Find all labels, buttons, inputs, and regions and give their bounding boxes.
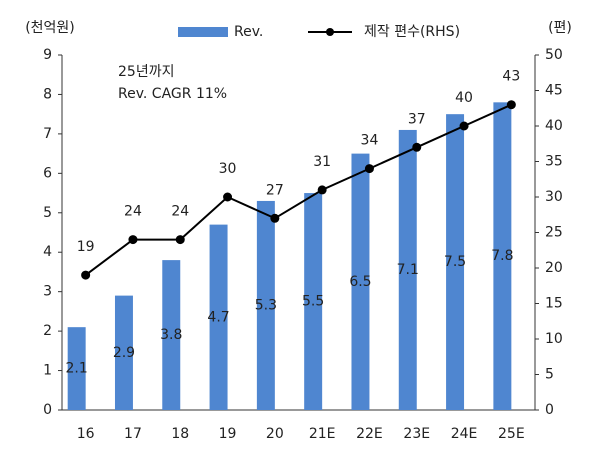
annotation: 25년까지 [118, 64, 174, 80]
y2-tick-label: 10 [545, 331, 563, 347]
x-tick-label: 22E [356, 426, 383, 442]
y-tick-label: 0 [43, 402, 52, 418]
line-marker [270, 213, 280, 223]
data-label: 6.5 [349, 274, 371, 290]
data-label: 40 [455, 90, 473, 106]
data-label: 2.9 [113, 345, 135, 361]
x-tick-label: 16 [77, 426, 95, 442]
line-marker [506, 100, 516, 110]
bar [304, 193, 323, 410]
annotation: Rev. CAGR 11% [118, 86, 227, 102]
data-label: 2.1 [66, 361, 88, 377]
y2-axis-label: (편) [548, 20, 572, 36]
y2-tick-label: 45 [545, 83, 563, 99]
bar [398, 129, 417, 410]
line-marker [412, 142, 422, 152]
data-label: 5.5 [302, 294, 324, 310]
y2-tick-label: 40 [545, 118, 563, 134]
line-marker [317, 185, 327, 195]
data-label: 19 [77, 239, 95, 255]
bar [114, 295, 133, 410]
y-axis-label: (천억원) [25, 20, 75, 36]
y2-tick-label: 30 [545, 189, 563, 205]
y2-tick-label: 0 [545, 402, 554, 418]
y2-tick-label: 25 [545, 225, 563, 241]
x-tick-label: 25E [498, 426, 525, 442]
line [85, 103, 512, 276]
y-tick-label: 5 [43, 205, 52, 221]
y-tick-label: 8 [43, 86, 52, 102]
bar [67, 327, 86, 410]
y-tick-label: 6 [43, 165, 52, 181]
line-marker [223, 192, 233, 202]
legend-label: Rev. [234, 24, 263, 40]
y-tick-label: 2 [43, 323, 52, 339]
bar [256, 200, 275, 410]
bar [351, 153, 370, 410]
data-label: 34 [361, 133, 379, 149]
legend-label: 제작 편수(RHS) [364, 24, 460, 40]
y2-tick-label: 5 [545, 367, 554, 383]
data-label: 31 [313, 154, 331, 170]
x-tick-label: 20 [266, 426, 284, 442]
data-label: 24 [171, 204, 189, 220]
x-tick-label: 17 [124, 426, 142, 442]
bar [162, 260, 181, 410]
line-marker [81, 270, 91, 280]
y2-tick-label: 50 [545, 47, 563, 63]
bar [209, 224, 228, 410]
bar [446, 114, 465, 411]
y-tick-label: 3 [43, 284, 52, 300]
data-label: 5.3 [255, 297, 277, 313]
data-label: 4.7 [207, 309, 229, 325]
x-tick-label: 24E [451, 426, 478, 442]
y-tick-label: 4 [43, 244, 52, 260]
data-label: 43 [502, 69, 520, 85]
y-tick-label: 7 [43, 126, 52, 142]
data-label: 7.8 [491, 248, 513, 264]
legend-swatch [326, 28, 334, 36]
line-marker [459, 121, 469, 131]
bar [493, 102, 512, 410]
data-label: 7.1 [397, 262, 419, 278]
data-label: 24 [124, 204, 142, 220]
x-tick-label: 23E [403, 426, 430, 442]
data-label: 30 [219, 161, 237, 177]
y2-tick-label: 15 [545, 296, 563, 312]
data-label: 3.8 [160, 327, 182, 343]
x-tick-label: 18 [171, 426, 189, 442]
y-tick-label: 1 [43, 363, 52, 379]
y-tick-label: 9 [43, 47, 52, 63]
line-marker [128, 235, 138, 245]
y2-tick-label: 35 [545, 154, 563, 170]
data-label: 27 [266, 182, 284, 198]
line-marker [175, 235, 185, 245]
y2-tick-label: 20 [545, 260, 563, 276]
x-tick-label: 19 [219, 426, 237, 442]
legend-swatch [178, 27, 228, 37]
x-tick-label: 21E [309, 426, 336, 442]
data-label: 37 [408, 111, 426, 127]
line-marker [364, 164, 374, 174]
data-label: 7.5 [444, 254, 466, 270]
